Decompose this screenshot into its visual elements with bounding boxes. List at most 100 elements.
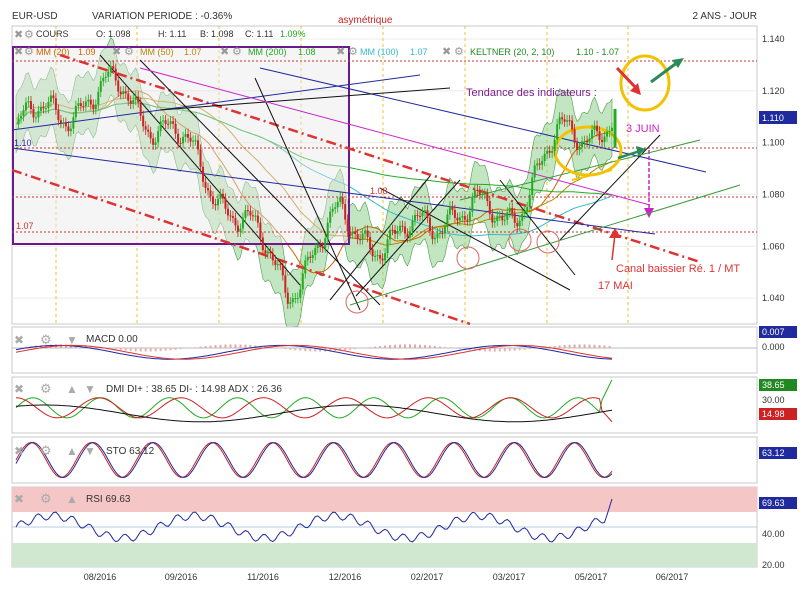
candle-body [481,193,484,195]
settings-gear-icon[interactable]: ⚙ [124,46,134,58]
magenta-trend [139,67,651,206]
channel-upper-line [59,53,701,264]
candle-body [304,260,307,274]
settings-gear-icon[interactable]: ⚙ [40,381,52,396]
candle-body [416,214,419,216]
candle-body [74,105,77,118]
candle-body [518,220,521,227]
candle-body [124,91,127,94]
candle-body [473,189,476,198]
macd-histogram-bar [24,346,27,348]
settings-gear-icon[interactable]: ⚙ [348,46,358,58]
candle-body [496,215,499,222]
price-y-axis: 1.140 1.120 1.100 1.080 1.060 1.040 [762,34,785,303]
candle-body [346,219,349,232]
move-down-icon[interactable]: ▼ [84,444,96,458]
mm200-value: 1.08 [298,47,316,57]
candle-body [172,121,175,124]
macd-histogram-bar [179,348,182,350]
candle-body [241,217,244,229]
mm100-value: 1.07 [410,47,428,57]
candle-body [259,222,262,238]
settings-gear-icon[interactable]: ⚙ [40,332,52,347]
macd-histogram-bar [299,348,302,351]
close-icon[interactable]: ✖ [336,46,345,58]
sto-line [15,441,613,479]
macd-histogram-bar [413,344,416,348]
close-icon[interactable]: ✖ [14,333,24,347]
candle-body [366,230,369,238]
yellow-trend [571,169,613,181]
candle-body [503,219,506,221]
settings-gear-icon[interactable]: ⚙ [40,491,52,506]
close-icon[interactable]: ✖ [112,46,121,58]
candle-body [341,197,344,205]
candle-body [409,231,412,238]
candle-body [269,251,272,254]
macd-histogram-bar [473,348,476,351]
price-legend: ✖ ⚙ COURS O: 1.098 H: 1.11 B: 1.098 C: 1… [14,29,619,58]
dmi-plus-badge: 38.65 [762,380,785,390]
close-icon[interactable]: ✖ [14,29,23,41]
candle-body [351,231,354,234]
macd-histogram-bar [309,348,312,352]
move-down-icon[interactable]: ▼ [84,382,96,396]
x-tick-label: 03/2017 [493,572,526,582]
rsi-plot [12,498,757,543]
candle-body [27,101,30,103]
close-icon[interactable]: ✖ [14,444,24,458]
candle-body [169,121,172,124]
candle-body [132,99,135,104]
macd-histogram-bar [503,348,506,352]
candle-body [224,198,227,209]
macd-histogram-bar [64,344,67,348]
price-tick-label: 1.140 [762,34,785,44]
macd-histogram-bar [583,344,586,348]
last-candle-body [613,108,617,148]
settings-gear-icon[interactable]: ⚙ [40,443,52,458]
candle-body [19,116,22,119]
candle-body [107,71,110,77]
dmi-tick: 30.00 [762,395,785,405]
candle-body [112,66,115,69]
candle-body [596,125,599,132]
move-up-icon[interactable]: ▲ [66,382,78,396]
candle-body [593,125,596,130]
candle-body [24,102,27,111]
macd-histogram-bar [219,344,222,348]
sto-badge: 63.12 [762,448,785,458]
settings-gear-icon[interactable]: ⚙ [454,46,464,58]
macd-histogram-bar [89,346,92,348]
dmi-panel [11,376,758,434]
candle-body [528,194,531,207]
blue-trend [11,147,656,235]
candle-body [566,120,569,122]
candle-body [446,214,449,228]
close-icon[interactable]: ✖ [220,46,229,58]
black-trend [254,77,361,311]
move-up-icon[interactable]: ▲ [66,444,78,458]
close-icon[interactable]: ✖ [14,46,23,58]
close-icon[interactable]: ✖ [442,46,451,58]
move-down-icon[interactable]: ▼ [66,333,78,347]
move-up-icon[interactable]: ▲ [66,492,78,506]
rsi-oversold-zone [12,543,757,567]
black-trend [379,187,571,291]
macd-histogram-bar [418,344,421,348]
candle-body [516,222,519,227]
candle-body [39,106,42,111]
mm100-label: MM (100) [360,47,399,57]
candle-body [538,163,541,165]
settings-gear-icon[interactable]: ⚙ [24,46,34,58]
macd-histogram-bar [159,348,162,352]
candle-body [82,106,85,108]
dmi-plot [15,379,613,423]
candle-body [413,214,416,221]
candle-body [541,160,544,165]
settings-gear-icon[interactable]: ⚙ [232,46,242,58]
close-icon[interactable]: ✖ [14,382,24,396]
close-icon[interactable]: ✖ [14,492,24,506]
settings-gear-icon[interactable]: ⚙ [24,29,34,41]
low-circle [536,230,560,254]
